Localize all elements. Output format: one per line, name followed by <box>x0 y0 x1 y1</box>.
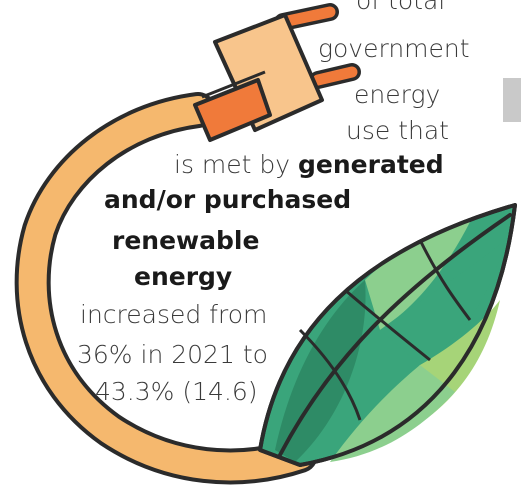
text-line-6: and/or purchased <box>104 185 352 214</box>
text-line-5: is met by generated <box>174 150 444 180</box>
text-line-1: of total <box>356 0 446 15</box>
text-line-11: 43.3% (14.6) <box>95 377 258 406</box>
plug-icon <box>193 3 361 142</box>
side-tab-marker <box>503 78 521 122</box>
text-line-5-bold: generated <box>298 150 444 179</box>
text-line-10: 36% in 2021 to <box>77 340 268 369</box>
text-line-8: energy <box>134 262 233 291</box>
leaf-icon <box>258 203 517 467</box>
text-line-2: government <box>318 34 470 63</box>
text-line-9: increased from <box>80 300 268 329</box>
text-line-3: energy <box>354 80 441 109</box>
power-cord <box>14 92 318 485</box>
text-line-7: renewable <box>112 226 260 255</box>
text-line-5-prefix: is met by <box>174 150 299 179</box>
text-line-4: use that <box>346 116 449 145</box>
